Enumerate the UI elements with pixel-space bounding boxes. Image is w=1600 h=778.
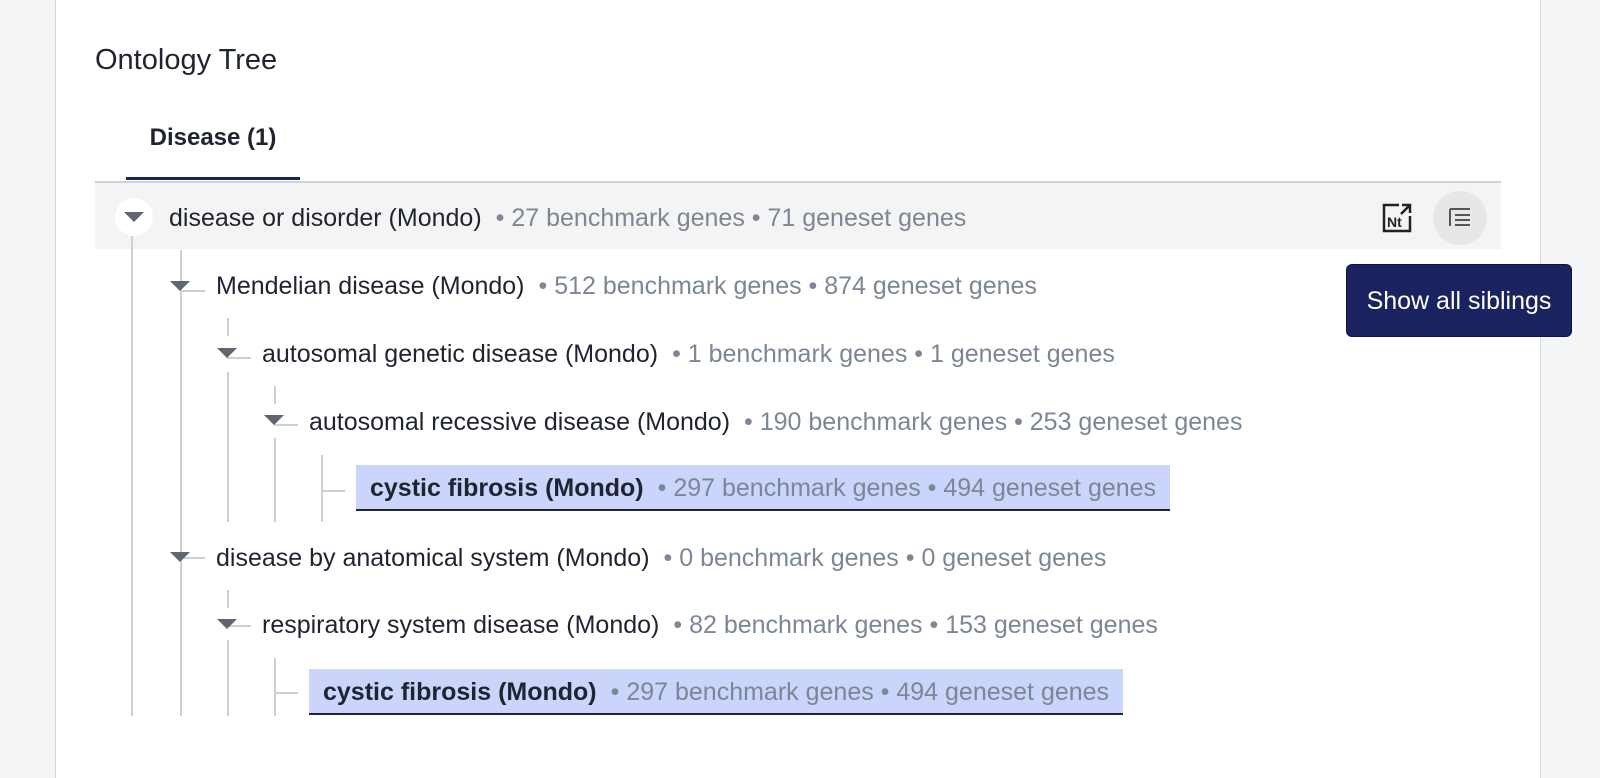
chevron-down-icon [124,212,144,222]
tree-guide-line [131,236,133,716]
tree-guide-line [274,386,276,404]
tree-guide-line [180,250,182,716]
svg-text:Nt: Nt [1387,214,1402,230]
tree-connector [227,357,251,359]
tree-node[interactable]: autosomal genetic disease (Mondo) • 1 ben… [262,334,1115,374]
tree-guide-line [274,658,276,716]
chevron-down-icon[interactable] [217,619,237,629]
node-gene-counts: • 512 benchmark genes • 874 geneset gene… [538,272,1037,300]
tree-connector [274,692,298,694]
tab-divider [95,181,1501,183]
node-gene-counts: • 190 benchmark genes • 253 geneset gene… [744,408,1243,436]
chevron-down-icon[interactable] [264,415,284,425]
node-gene-counts: • 297 benchmark genes • 494 geneset gene… [610,678,1110,706]
node-label: respiratory system disease (Mondo) [262,611,660,639]
node-label: autosomal recessive disease (Mondo) [309,408,731,436]
tree-connector [227,625,251,627]
chevron-down-icon[interactable] [217,348,237,358]
tree-node-root[interactable]: disease or disorder (Mondo) • 27 benchmar… [169,198,966,238]
tree-connector [180,290,205,292]
tree-guide-line [274,438,276,522]
node-gene-counts: • 0 benchmark genes • 0 geneset genes [663,544,1107,572]
tab-disease[interactable]: Disease (1) [126,118,300,180]
node-label: cystic fibrosis (Mondo) [370,474,644,502]
node-label: disease or disorder (Mondo) [169,204,482,232]
show-siblings-button[interactable] [1433,191,1487,245]
tree-siblings-icon [1449,208,1470,226]
ontology-panel [55,0,1541,778]
chevron-down-icon[interactable] [170,281,190,291]
tree-connector [274,424,298,426]
tree-guide-line [227,590,229,608]
tree-guide-line [227,640,229,716]
node-gene-counts: • 1 benchmark genes • 1 geneset genes [672,340,1115,368]
tree-connector [180,557,205,559]
tree-node[interactable]: disease by anatomical system (Mondo) • 0 … [216,538,1106,578]
tree-guide-line [227,318,229,336]
tree-node-highlighted[interactable]: cystic fibrosis (Mondo) • 297 benchmark g… [309,669,1124,715]
chevron-down-icon[interactable] [170,552,190,562]
node-gene-counts: • 27 benchmark genes • 71 geneset genes [495,204,967,232]
tree-node-highlighted[interactable]: cystic fibrosis (Mondo) • 297 benchmark g… [356,465,1171,511]
tree-root-row[interactable] [95,183,1501,249]
node-gene-counts: • 82 benchmark genes • 153 geneset genes [673,611,1158,639]
tooltip-show-all-siblings: Show all siblings [1346,264,1572,337]
node-label: cystic fibrosis (Mondo) [323,678,597,706]
node-label: autosomal genetic disease (Mondo) [262,340,659,368]
tree-node[interactable]: autosomal recessive disease (Mondo) • 190… [309,402,1242,442]
node-label: disease by anatomical system (Mondo) [216,544,650,572]
tree-node[interactable]: Mendelian disease (Mondo) • 512 benchmark… [216,266,1037,306]
tree-connector [321,490,345,492]
tree-guide-line [321,455,323,522]
tree-guide-line [227,372,229,522]
node-label: Mendelian disease (Mondo) [216,272,525,300]
node-gene-counts: • 297 benchmark genes • 494 geneset gene… [657,474,1157,502]
tree-node[interactable]: respiratory system disease (Mondo) • 82 b… [262,605,1158,645]
collapse-root-button[interactable] [115,198,153,236]
panel-title: Ontology Tree [95,44,278,76]
nt-export-icon[interactable]: Nt [1382,203,1412,233]
